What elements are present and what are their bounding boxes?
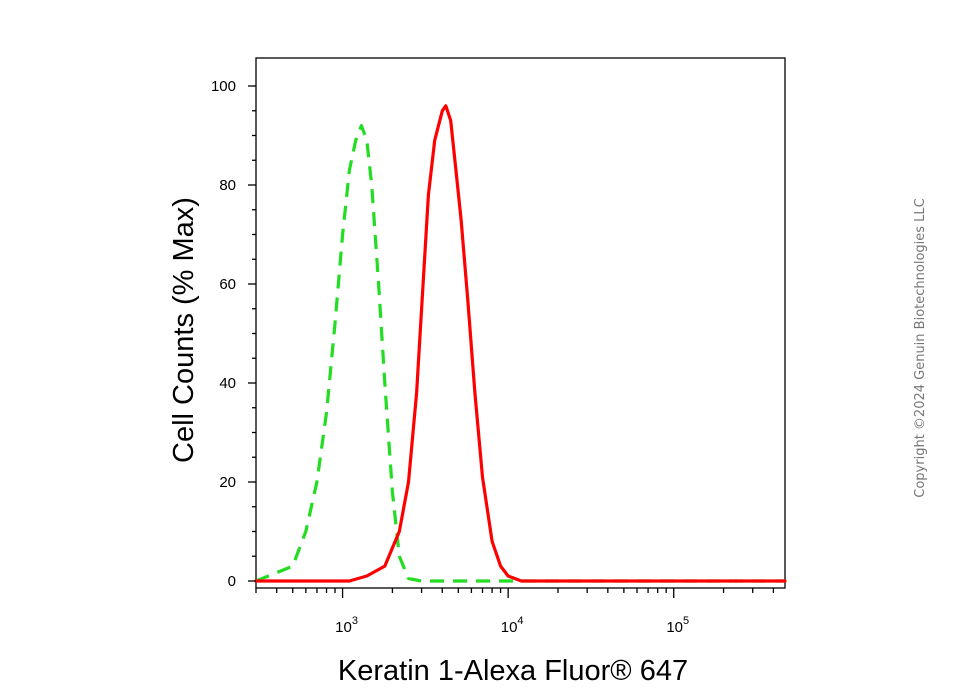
y-tick-label: 60 (219, 276, 236, 293)
x-axis-title: Keratin 1-Alexa Fluor® 647 (338, 655, 688, 687)
y-tick-label: 40 (219, 375, 236, 392)
copyright-watermark: Copyright ©2024 Genuin Biotechnologies L… (913, 198, 928, 497)
x-tick-label: 105 (666, 615, 689, 636)
y-tick-label: 100 (211, 78, 236, 95)
series-line-1 (255, 124, 785, 583)
y-tick-label: 80 (219, 177, 236, 194)
y-axis-title: Cell Counts (% Max) (168, 197, 200, 463)
x-tick-label: 104 (501, 615, 524, 636)
series-line-2 (254, 104, 787, 583)
y-tick-label: 20 (219, 474, 236, 491)
series-layer (254, 104, 787, 583)
x-tick-label: 103 (335, 615, 358, 636)
plot-frame (255, 57, 786, 589)
y-tick-label: 0 (228, 573, 236, 590)
y-axis: 0 20 40 60 80 100 (211, 78, 256, 590)
x-axis: 103 104 105 (255, 588, 775, 636)
